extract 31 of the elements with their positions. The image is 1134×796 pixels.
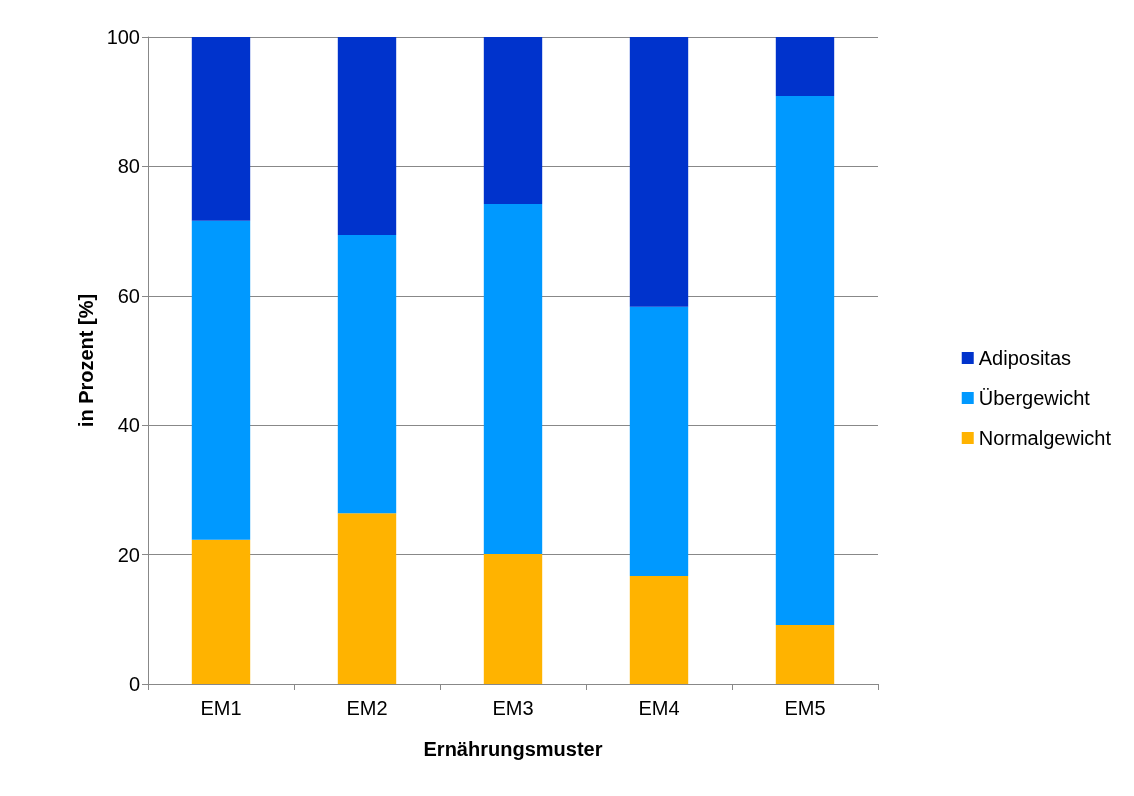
bar — [775, 37, 835, 96]
bar — [629, 37, 689, 307]
y-tick-label: 80 — [117, 155, 140, 178]
bar — [775, 95, 835, 626]
bar — [775, 625, 835, 684]
y-tick-label: 100 — [106, 26, 140, 48]
bar — [483, 37, 543, 204]
bar — [337, 37, 397, 235]
legend-label: Übergewicht — [978, 387, 1091, 409]
bar — [629, 575, 689, 684]
bar — [337, 513, 397, 684]
x-tick-label: EM4 — [638, 697, 680, 719]
x-tick-label: EM1 — [200, 697, 242, 719]
legend-label: Adipositas — [978, 347, 1072, 369]
bar — [483, 203, 543, 554]
bar — [337, 234, 397, 514]
x-tick-label: EM3 — [492, 697, 534, 719]
x-tick-label: EM5 — [784, 697, 826, 719]
y-tick-label: 60 — [117, 284, 140, 307]
y-axis-title: in Prozent [%] — [74, 293, 97, 428]
legend-label: Normalgewicht — [978, 427, 1112, 449]
x-tick-label: EM2 — [346, 697, 388, 719]
x-axis-title: Ernährungsmuster — [423, 738, 603, 760]
y-tick-label: 20 — [117, 543, 140, 566]
bar — [191, 37, 251, 221]
y-tick-label: 40 — [117, 414, 140, 437]
bar — [629, 306, 689, 576]
y-tick-label: 0 — [128, 673, 140, 695]
bar — [191, 539, 251, 684]
bar — [191, 220, 251, 540]
bar — [483, 553, 543, 684]
